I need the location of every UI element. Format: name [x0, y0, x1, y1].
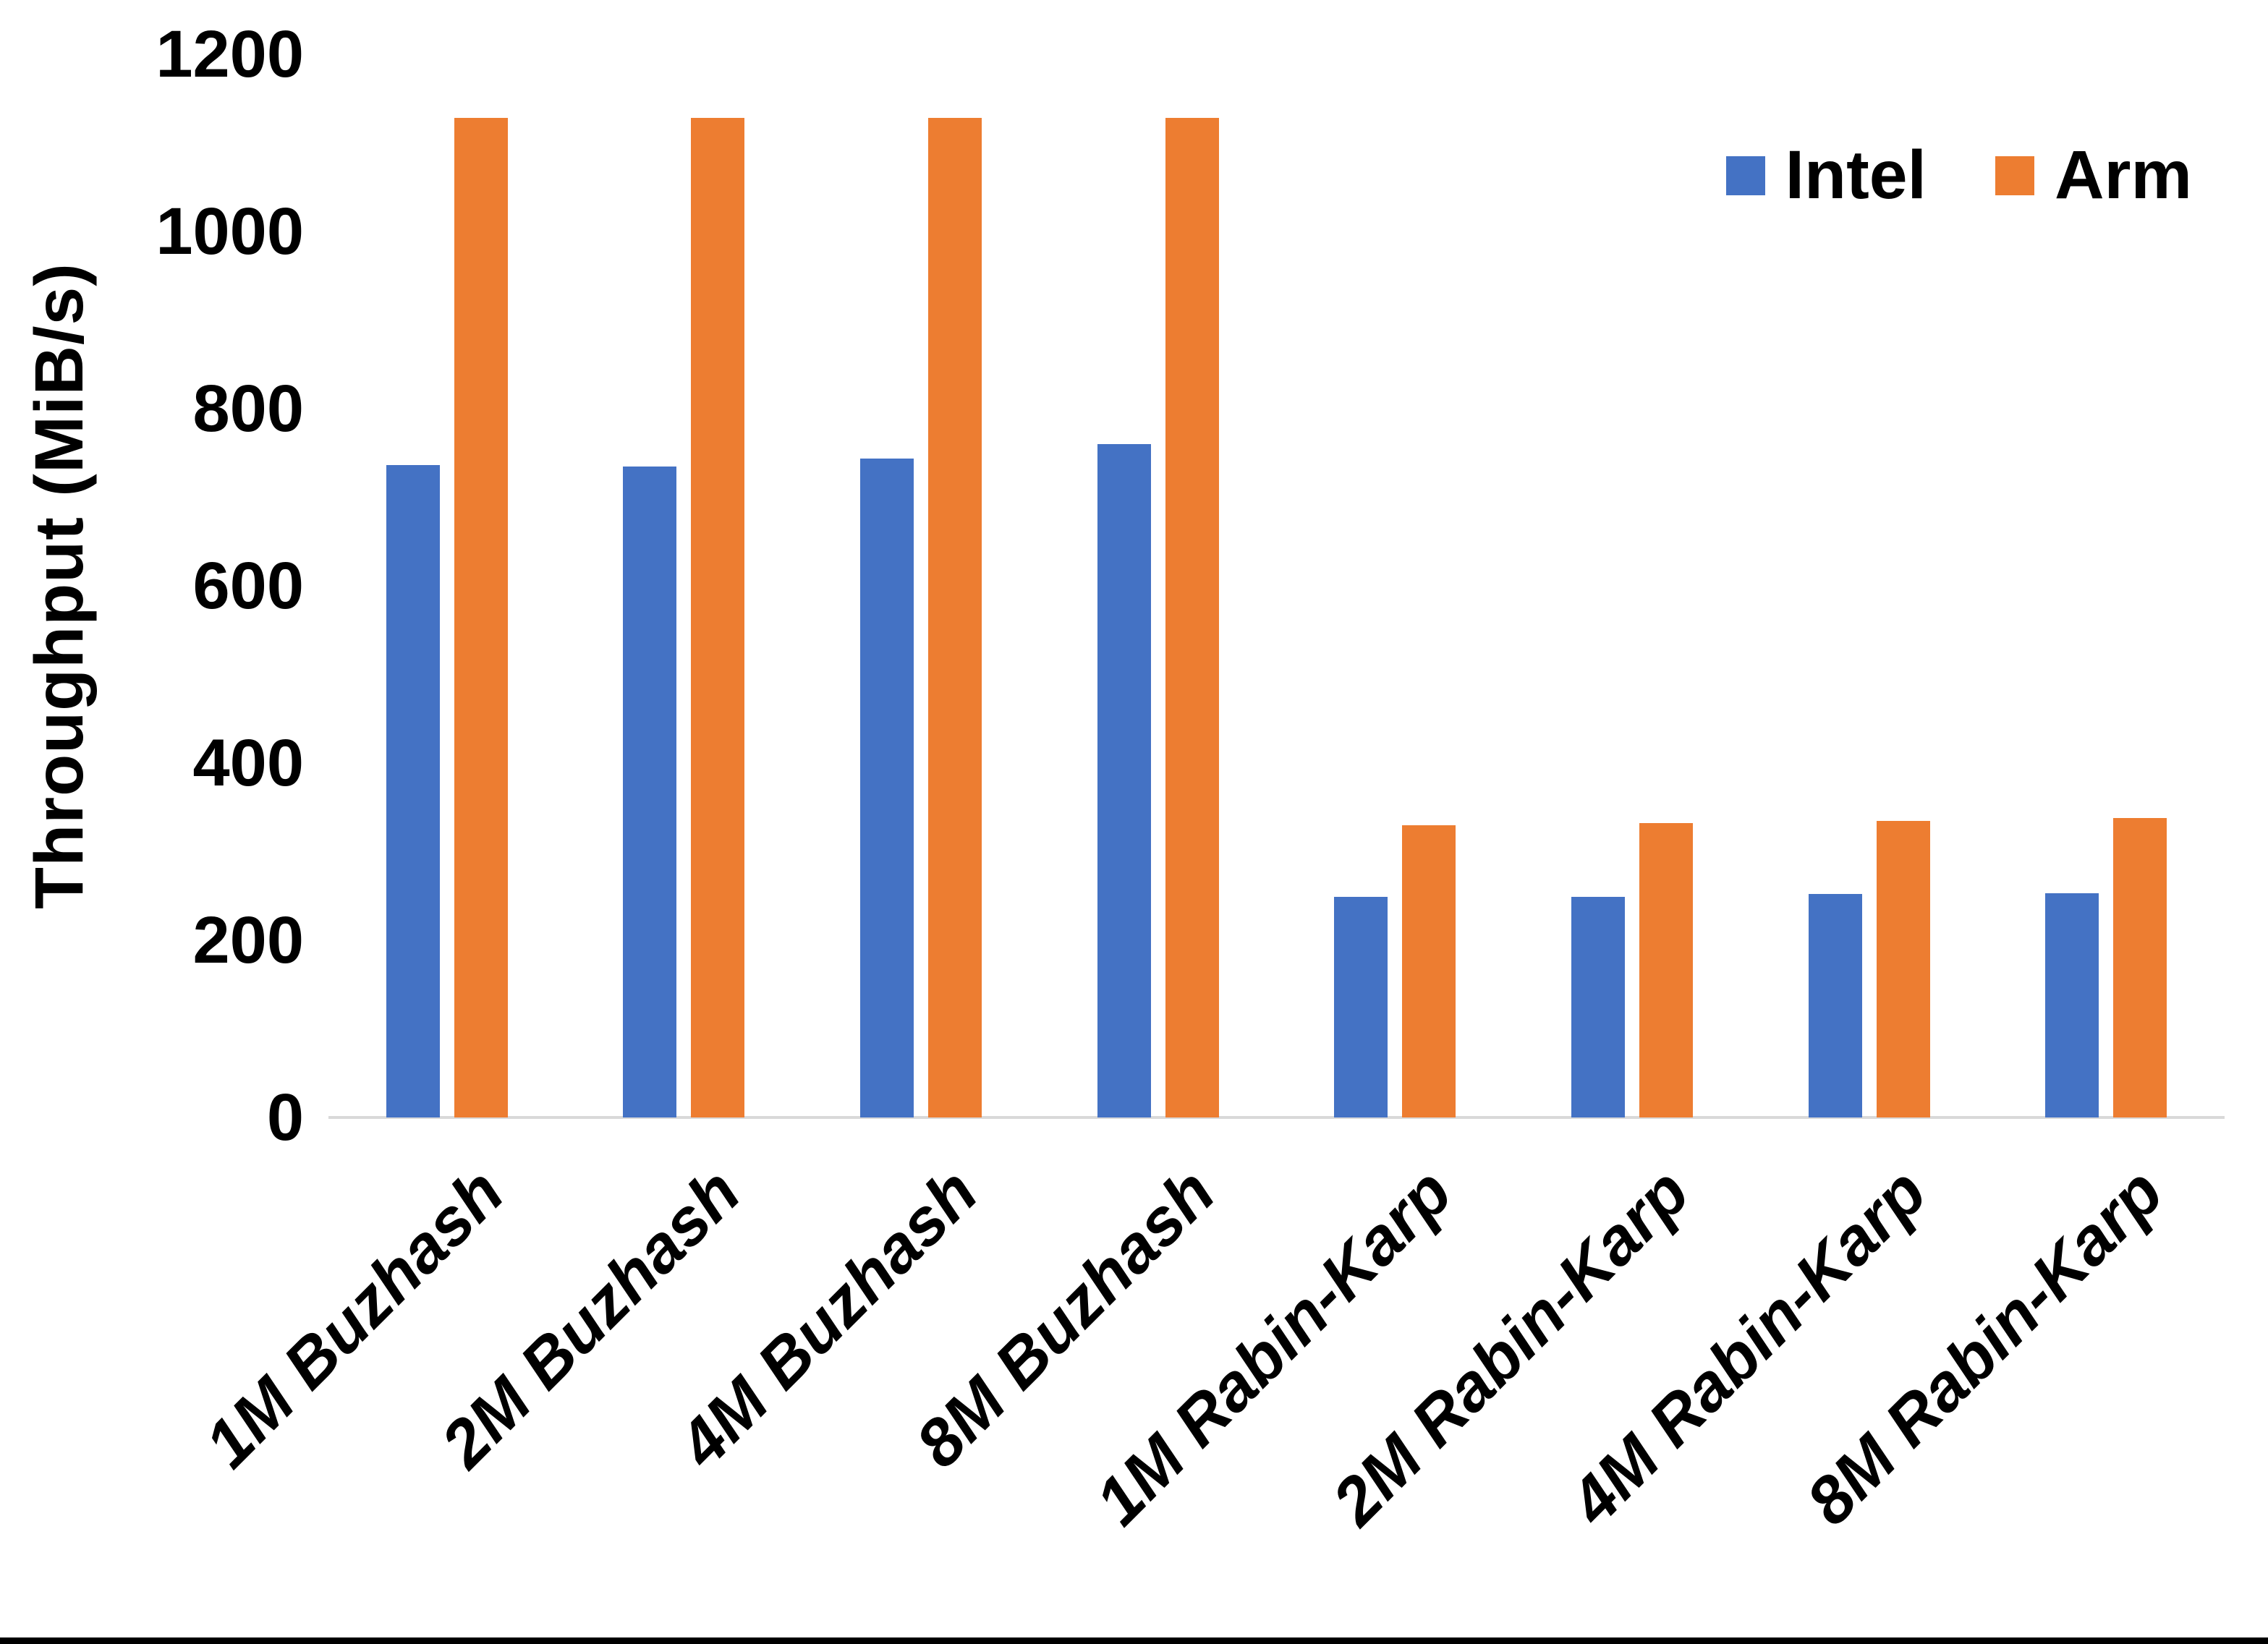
- x-axis-line: [328, 1116, 2225, 1119]
- legend-label-arm: Arm: [2054, 137, 2192, 213]
- bar-intel-8m-rabin-karp: [2045, 893, 2099, 1117]
- bar-arm-2m-rabin-karp: [1639, 823, 1693, 1117]
- bar-arm-8m-rabin-karp: [2113, 817, 2167, 1117]
- y-tick-0: 0: [266, 1081, 304, 1154]
- bar-intel-1m-rabin-karp: [1334, 896, 1388, 1117]
- bar-arm-4m-rabin-karp: [1876, 820, 1930, 1117]
- y-tick-800: 800: [192, 372, 305, 446]
- bar-intel-4m-rabin-karp: [1808, 894, 1862, 1117]
- bar-arm-4m-buzhash: [927, 118, 982, 1117]
- bar-intel-4m-buzhash: [859, 458, 914, 1117]
- legend-swatch-intel: [1725, 156, 1765, 195]
- bar-intel-2m-buzhash: [623, 466, 677, 1117]
- y-tick-1200: 1200: [156, 17, 304, 91]
- bar-intel-2m-rabin-karp: [1571, 896, 1625, 1117]
- bar-arm-8m-buzhash: [1165, 118, 1219, 1117]
- y-tick-200: 200: [192, 903, 305, 977]
- legend-label-intel: Intel: [1785, 137, 1927, 213]
- legend-swatch-arm: [1995, 156, 2034, 195]
- bar-intel-8m-buzhash: [1097, 444, 1151, 1117]
- y-tick-600: 600: [192, 549, 305, 623]
- bottom-border: [0, 1637, 2268, 1644]
- legend: Intel Arm: [1725, 136, 2192, 215]
- legend-item-intel: Intel: [1725, 136, 1927, 215]
- legend-item-arm: Arm: [1995, 136, 2192, 215]
- y-tick-400: 400: [192, 726, 305, 800]
- bar-intel-1m-buzhash: [386, 465, 440, 1117]
- bar-arm-1m-rabin-karp: [1402, 825, 1456, 1117]
- bar-arm-1m-buzhash: [454, 118, 508, 1117]
- bar-arm-2m-buzhash: [691, 118, 745, 1117]
- y-tick-1000: 1000: [156, 195, 304, 268]
